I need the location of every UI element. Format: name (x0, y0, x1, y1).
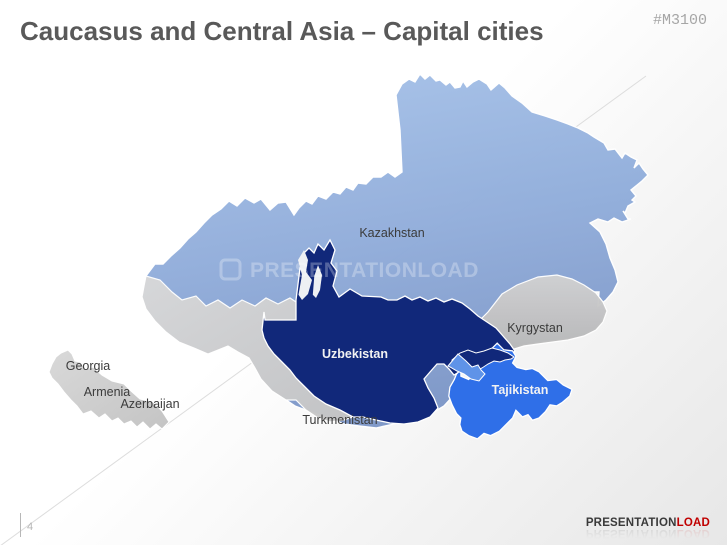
svg-text:PRESENTATIONLOAD: PRESENTATIONLOAD (250, 259, 479, 282)
